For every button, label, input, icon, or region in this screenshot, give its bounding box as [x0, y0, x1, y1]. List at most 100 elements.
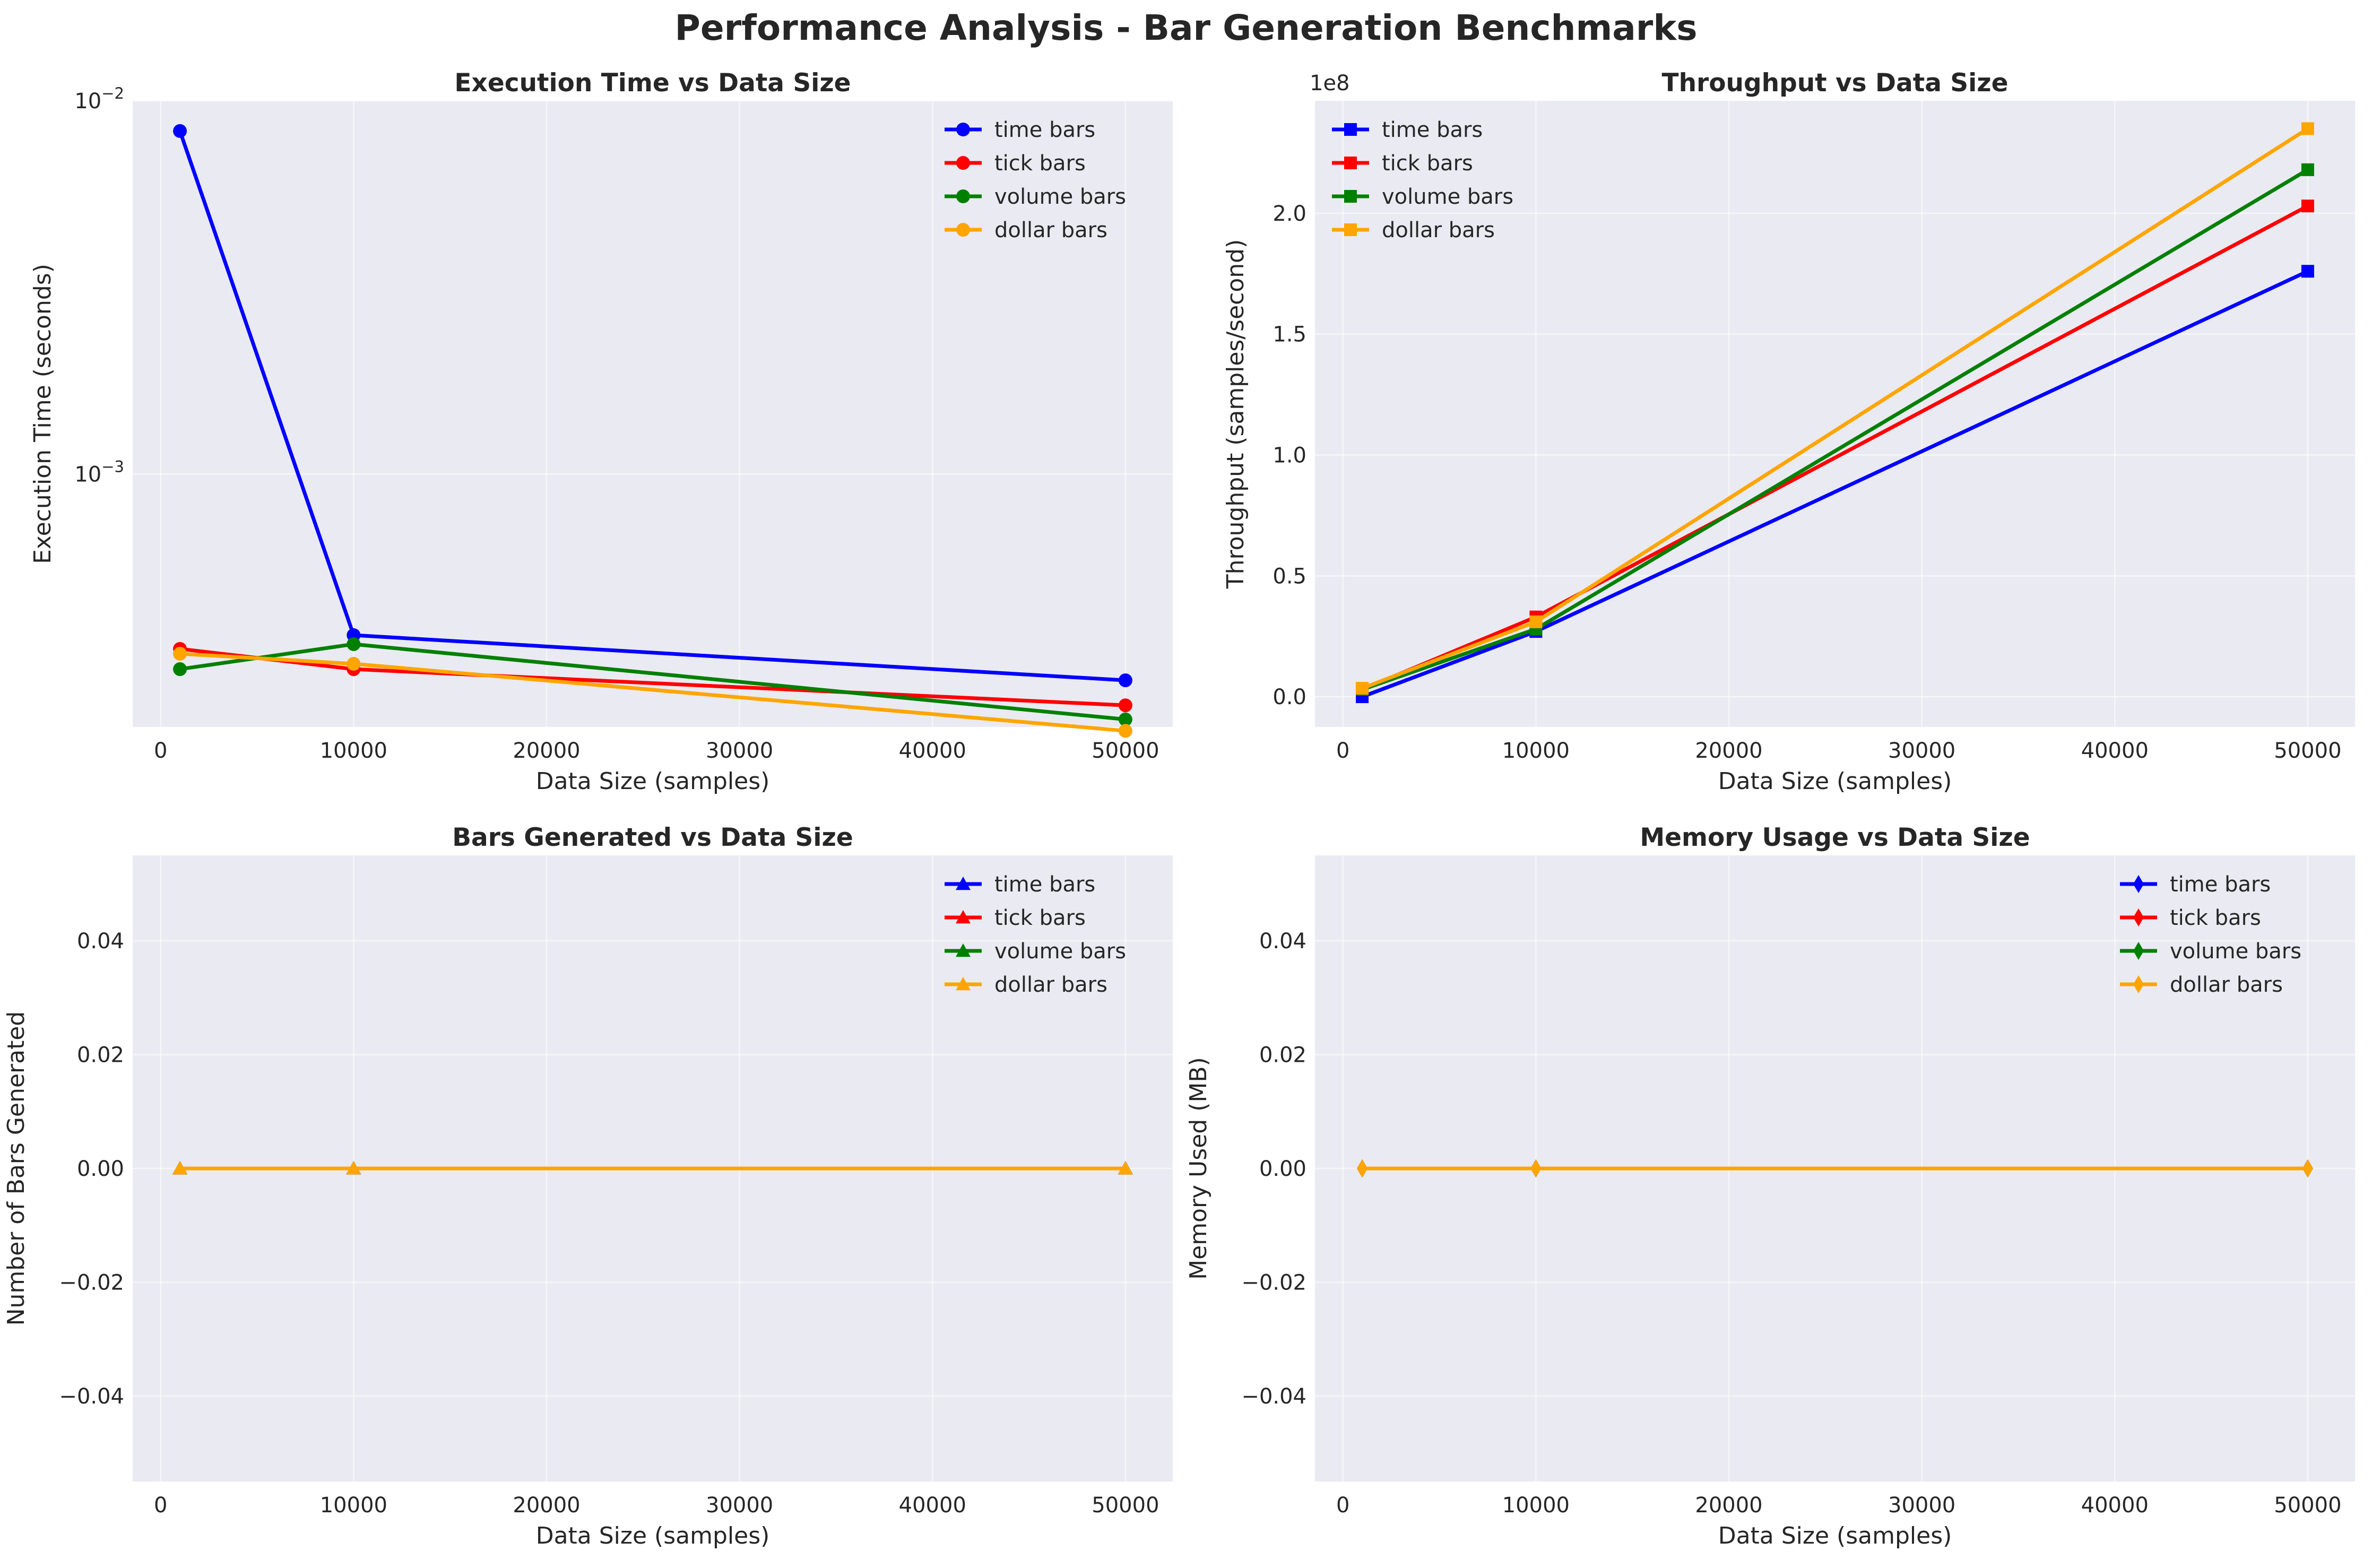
data-point [2302, 1159, 2313, 1177]
y-tick-label: 0.5 [1272, 564, 1306, 588]
y-axis-label: Execution Time (seconds) [29, 264, 56, 564]
y-offset-text: 1e8 [1310, 71, 1350, 96]
data-point [1118, 698, 1132, 713]
plot-area [133, 101, 1173, 727]
legend-label: time bars [994, 872, 1095, 897]
legend-marker [956, 223, 970, 237]
legend-label: time bars [2170, 872, 2271, 897]
subplot-3: 0 10000 20000 30000 40000 50000 −0.04 −0.02 0.00… [3, 823, 1173, 1549]
legend-marker [1344, 223, 1357, 236]
legend: time bars tick bars volume bars dollar bars [945, 872, 1126, 997]
x-tick-label: 0 [1336, 1493, 1349, 1518]
x-tick-label: 20000 [1695, 739, 1762, 763]
y-tick-label: 10−2 [74, 84, 124, 114]
data-point [1356, 682, 1369, 695]
subplot-2: 0 10000 20000 30000 40000 50000 0.0 0.5 1.0 1.5 2.… [1222, 68, 2355, 795]
series-dollar-bars [172, 1161, 1133, 1175]
figure-title: Performance Analysis - Bar Generation Be… [674, 7, 1697, 48]
legend-label: tick bars [994, 151, 1086, 176]
y-tick-label: 1.5 [1272, 323, 1306, 347]
legend: time bars tick bars volume bars dollar bars [2120, 872, 2301, 997]
x-tick-label: 10000 [1502, 1493, 1570, 1518]
y-tick-label: −0.04 [59, 1384, 124, 1409]
x-tick-label: 0 [1336, 739, 1349, 763]
data-point [1529, 615, 1543, 628]
legend-marker [956, 943, 971, 957]
x-axis-label: Data Size (samples) [536, 768, 770, 795]
subplot-title: Execution Time vs Data Size [454, 68, 851, 98]
legend-marker [956, 910, 971, 924]
legend-marker [956, 977, 971, 991]
x-tick-label: 20000 [513, 739, 580, 763]
legend-label: volume bars [994, 185, 1126, 209]
legend-marker [2133, 975, 2144, 993]
x-tick-label: 0 [154, 739, 167, 763]
data-point [172, 1161, 188, 1175]
data-point [1118, 712, 1132, 726]
legend-label: tick bars [2170, 906, 2261, 930]
subplot-title: Memory Usage vs Data Size [1640, 823, 2030, 852]
plot-area [1315, 101, 2355, 727]
data-point [346, 1161, 361, 1175]
y-tick-label: 0.00 [1259, 1157, 1306, 1181]
legend-label: volume bars [994, 939, 1126, 964]
y-tick-label: 2.0 [1272, 202, 1306, 226]
x-axis-label: Data Size (samples) [1718, 768, 1952, 795]
data-point [1530, 1159, 1542, 1177]
legend-marker [956, 156, 970, 170]
x-tick-label: 40000 [2081, 1493, 2149, 1518]
x-tick-label: 40000 [899, 1493, 966, 1518]
y-axis-label: Throughput (samples/second) [1222, 239, 1249, 590]
legend-marker [956, 877, 971, 890]
y-axis-label: Memory Used (MB) [1185, 1057, 1212, 1280]
subplot-title: Bars Generated vs Data Size [452, 823, 853, 852]
subplot-title: Throughput vs Data Size [1662, 68, 2009, 98]
legend-label: tick bars [1382, 151, 1473, 176]
legend-label: tick bars [994, 906, 1086, 930]
legend-marker [2133, 942, 2144, 960]
legend-label: dollar bars [994, 973, 1107, 997]
x-tick-label: 30000 [706, 1493, 773, 1518]
legend-marker [1344, 123, 1357, 136]
x-axis-label: Data Size (samples) [536, 1522, 770, 1549]
legend-label: dollar bars [1382, 218, 1495, 242]
y-tick-label: 1.0 [1272, 443, 1306, 467]
y-tick-label: 0.02 [77, 1043, 124, 1067]
data-point [2301, 122, 2314, 135]
legend-marker [1344, 190, 1357, 203]
x-tick-label: 20000 [513, 1493, 580, 1518]
legend: time bars tick bars volume bars dollar bars [945, 118, 1126, 242]
subplot-4: 0 10000 20000 30000 40000 50000 −0.04 −0.02 0.00… [1185, 823, 2355, 1549]
y-tick-label: 0.04 [77, 929, 124, 954]
y-tick-label: 0.0 [1272, 685, 1306, 709]
y-tick-label: −0.02 [59, 1271, 124, 1295]
legend-marker [956, 189, 970, 203]
x-tick-label: 50000 [1092, 739, 1159, 763]
subplots: 0 10000 20000 30000 40000 50000 10−3 10−2 Execut… [3, 68, 2355, 1549]
y-tick-label: 10−3 [74, 457, 124, 487]
data-point [173, 124, 187, 138]
data-point [1118, 673, 1132, 688]
legend-label: dollar bars [994, 218, 1107, 242]
y-tick-label: 0.02 [1259, 1043, 1306, 1067]
series-dollar-bars [173, 646, 1132, 738]
data-point [2301, 265, 2314, 278]
data-point [347, 657, 361, 671]
data-point [2301, 163, 2314, 176]
subplot-1: 0 10000 20000 30000 40000 50000 10−3 10−2 Execut… [29, 68, 1173, 795]
x-tick-label: 30000 [1888, 739, 1955, 763]
legend-label: dollar bars [2170, 973, 2283, 997]
legend-label: volume bars [2170, 939, 2301, 964]
data-point [1357, 1159, 1368, 1177]
legend-marker [1344, 157, 1357, 169]
series-dollar-bars [1356, 122, 2314, 695]
data-point [347, 637, 361, 651]
y-tick-label: 0.00 [77, 1157, 124, 1181]
data-point [2301, 200, 2314, 213]
x-tick-label: 50000 [2274, 739, 2341, 763]
x-tick-label: 30000 [706, 739, 773, 763]
x-tick-label: 40000 [2081, 739, 2149, 763]
y-tick-label: 0.04 [1259, 929, 1306, 954]
legend-marker [2133, 875, 2144, 893]
